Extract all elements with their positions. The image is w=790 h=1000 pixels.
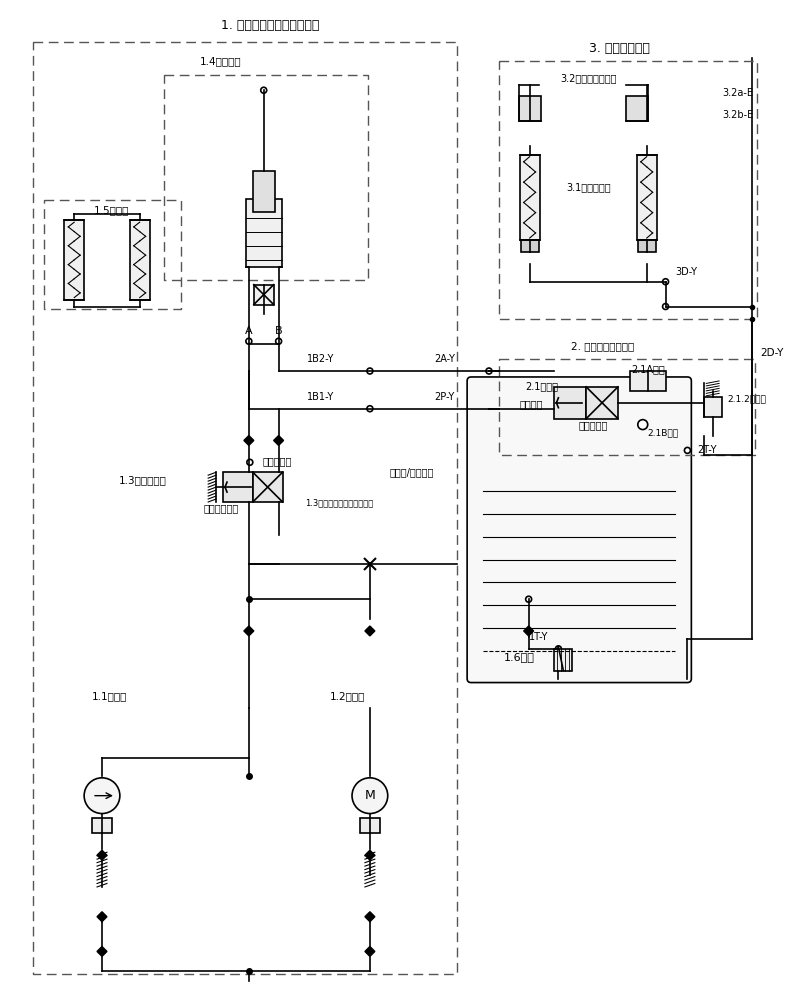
Bar xyxy=(253,472,283,502)
Text: 1.2电动泵: 1.2电动泵 xyxy=(330,691,366,701)
Text: 2. 换电控制阀组模块: 2. 换电控制阀组模块 xyxy=(571,341,634,351)
Text: 2D-Y: 2D-Y xyxy=(760,348,783,358)
Circle shape xyxy=(367,406,373,412)
Bar xyxy=(223,472,253,502)
Bar xyxy=(555,387,586,419)
Bar xyxy=(637,155,656,240)
Bar xyxy=(704,397,722,417)
Bar xyxy=(626,96,648,121)
Polygon shape xyxy=(244,436,254,445)
Text: 3.2b-E: 3.2b-E xyxy=(722,110,754,120)
Text: （常位/下降位）: （常位/下降位） xyxy=(389,467,434,477)
Text: 1.4举升油缸: 1.4举升油缸 xyxy=(200,56,242,66)
Circle shape xyxy=(276,338,281,344)
Circle shape xyxy=(367,368,373,374)
Bar xyxy=(253,171,275,212)
Polygon shape xyxy=(365,946,374,956)
Text: 1.1手动泵: 1.1手动泵 xyxy=(92,691,127,701)
Polygon shape xyxy=(97,850,107,860)
Bar xyxy=(586,387,618,419)
Text: 1.3举升换向阀位置信号开关: 1.3举升换向阀位置信号开关 xyxy=(306,498,374,507)
Bar xyxy=(360,818,380,833)
Bar xyxy=(555,649,572,671)
Text: 2A-Y: 2A-Y xyxy=(434,354,455,364)
Text: （上升位）: （上升位） xyxy=(263,456,292,466)
Circle shape xyxy=(261,87,267,93)
Circle shape xyxy=(663,279,668,285)
Text: 1.6油池: 1.6油池 xyxy=(504,652,535,662)
Polygon shape xyxy=(524,626,533,636)
FancyBboxPatch shape xyxy=(467,377,691,683)
Text: 2T-Y: 2T-Y xyxy=(698,445,717,455)
Text: 3.2a-E: 3.2a-E xyxy=(722,88,753,98)
Polygon shape xyxy=(97,946,107,956)
Text: 1T-Y: 1T-Y xyxy=(529,632,548,642)
Text: 2.1B旋钮: 2.1B旋钮 xyxy=(648,428,679,437)
Polygon shape xyxy=(365,912,374,922)
Bar xyxy=(254,285,273,305)
Circle shape xyxy=(486,368,492,374)
Circle shape xyxy=(638,420,648,430)
Text: M: M xyxy=(364,789,375,802)
Text: （常位）: （常位） xyxy=(520,399,544,409)
Text: 1. 驾驶室差动举升翻转系统: 1. 驾驶室差动举升翻转系统 xyxy=(221,19,320,32)
Text: 1.5悬置锁: 1.5悬置锁 xyxy=(94,205,130,215)
Text: 2.1A线圈: 2.1A线圈 xyxy=(631,364,664,374)
Circle shape xyxy=(85,778,120,814)
Circle shape xyxy=(246,459,253,465)
Text: （工作位）: （工作位） xyxy=(578,421,608,431)
Bar xyxy=(519,96,540,121)
Polygon shape xyxy=(365,850,374,860)
Bar xyxy=(92,818,112,833)
Text: 1B2-Y: 1B2-Y xyxy=(307,354,334,364)
Polygon shape xyxy=(97,912,107,922)
Text: 2.1.2安全阀: 2.1.2安全阀 xyxy=(727,394,766,403)
Bar xyxy=(130,220,149,300)
Bar xyxy=(638,240,656,252)
Bar xyxy=(64,220,85,300)
Bar xyxy=(520,155,540,240)
Text: 2.1控制阀: 2.1控制阀 xyxy=(525,381,558,391)
Circle shape xyxy=(555,646,562,652)
Polygon shape xyxy=(365,626,374,636)
Text: 1B1-Y: 1B1-Y xyxy=(307,392,334,402)
Text: 3. 换电锁止模块: 3. 换电锁止模块 xyxy=(589,42,650,55)
Polygon shape xyxy=(273,436,284,445)
Text: （差动举升）: （差动举升） xyxy=(204,503,239,513)
Text: 3.1换电液压缸: 3.1换电液压缸 xyxy=(566,182,611,192)
Text: B: B xyxy=(275,326,282,336)
Text: 3D-Y: 3D-Y xyxy=(675,267,698,277)
Circle shape xyxy=(352,778,388,814)
Bar xyxy=(521,240,539,252)
Text: A: A xyxy=(245,326,253,336)
Bar xyxy=(246,199,281,267)
Text: 1.3举升换向阀: 1.3举升换向阀 xyxy=(118,475,167,485)
Polygon shape xyxy=(524,626,533,636)
Circle shape xyxy=(246,338,252,344)
Bar xyxy=(630,371,665,391)
Circle shape xyxy=(684,447,690,453)
Text: 3.2柱塞缸状态开关: 3.2柱塞缸状态开关 xyxy=(560,73,616,83)
Circle shape xyxy=(486,406,492,412)
Circle shape xyxy=(525,596,532,602)
Text: 2P-Y: 2P-Y xyxy=(435,392,454,402)
Circle shape xyxy=(663,304,668,309)
Polygon shape xyxy=(244,626,254,636)
